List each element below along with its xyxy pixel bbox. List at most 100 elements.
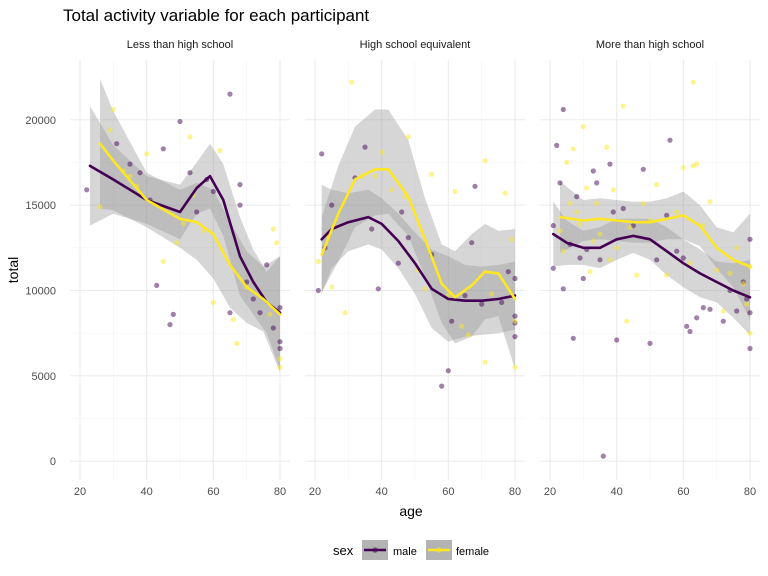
point-female: [624, 318, 630, 324]
point-female: [329, 284, 335, 290]
point-female: [560, 248, 566, 254]
point-male: [747, 345, 753, 352]
point-male: [462, 293, 468, 299]
confidence-band-male: [321, 184, 515, 342]
point-male: [597, 257, 603, 263]
point-female: [594, 200, 600, 206]
point-male: [560, 286, 566, 292]
x-tick-label: 80: [509, 486, 521, 498]
point-female: [744, 301, 750, 307]
point-female: [144, 151, 150, 157]
point-female: [720, 308, 726, 314]
point-male: [472, 183, 478, 189]
point-female: [590, 238, 596, 244]
point-female: [584, 185, 590, 191]
x-tick-label: 20: [74, 486, 86, 498]
point-female: [512, 318, 518, 324]
legend-key-male: [362, 540, 388, 560]
point-male: [607, 161, 613, 167]
point-male: [684, 323, 690, 329]
point-male: [574, 194, 580, 200]
point-female: [634, 272, 640, 278]
point-male: [667, 137, 673, 143]
point-male: [512, 334, 518, 340]
point-female: [482, 158, 488, 164]
point-male: [160, 146, 166, 152]
point-male: [640, 166, 646, 172]
point-female: [567, 200, 573, 206]
point-male: [154, 282, 160, 288]
point-male: [237, 202, 243, 208]
x-tick-label: 80: [744, 486, 756, 498]
point-female: [160, 258, 166, 265]
point-female: [349, 79, 355, 85]
point-male: [747, 310, 753, 316]
point-male: [580, 275, 586, 282]
point-male: [479, 301, 485, 307]
confidence-band-female: [560, 181, 750, 320]
point-female: [627, 224, 633, 230]
x-axis-title: age: [399, 503, 423, 519]
point-female: [607, 257, 613, 263]
point-male: [674, 248, 680, 254]
point-male: [505, 269, 511, 275]
point-male: [512, 275, 518, 282]
y-tick-label: 0: [50, 456, 56, 468]
point-male: [405, 235, 411, 241]
point-male: [664, 212, 670, 218]
point-male: [315, 287, 321, 294]
point-male: [319, 151, 325, 157]
confidence-band-male: [90, 106, 280, 369]
point-male: [590, 168, 596, 174]
y-tick-label: 20000: [25, 115, 56, 127]
point-female: [270, 226, 276, 232]
point-male: [550, 223, 556, 229]
point-male: [127, 161, 133, 167]
point-female: [664, 272, 670, 278]
point-female: [372, 173, 378, 179]
point-female: [597, 231, 603, 237]
smooth-line-male: [552, 232, 752, 299]
point-male: [210, 188, 216, 195]
point-female: [694, 161, 700, 167]
point-female: [277, 364, 283, 370]
point-male: [707, 306, 713, 312]
point-male: [734, 308, 740, 314]
legend-label-male: male: [393, 546, 417, 558]
point-female: [482, 359, 488, 365]
point-female: [687, 260, 693, 266]
point-female: [604, 144, 610, 150]
legend-title: sex: [333, 543, 354, 558]
y-axis-title: total: [5, 257, 21, 283]
point-female: [640, 200, 646, 206]
point-female: [610, 187, 616, 193]
point-female: [180, 221, 186, 227]
point-female: [714, 267, 720, 273]
point-female: [557, 228, 563, 234]
point-female: [727, 270, 733, 276]
point-male: [610, 209, 616, 215]
point-female: [389, 187, 395, 193]
point-female: [465, 332, 471, 338]
x-tick-label: 60: [207, 486, 219, 498]
x-tick-label: 40: [611, 486, 623, 498]
point-male: [614, 337, 620, 343]
point-female: [452, 188, 458, 195]
point-male: [594, 180, 600, 186]
point-female: [614, 245, 620, 251]
point-female: [379, 149, 385, 155]
point-female: [315, 258, 321, 265]
facet-strip-label: More than high school: [596, 39, 704, 51]
y-tick-labels: 0 5000 10000 15000 20000: [25, 115, 56, 468]
point-male: [84, 187, 90, 193]
legend-label-female: female: [456, 546, 489, 558]
point-male: [227, 91, 233, 97]
point-male: [237, 182, 243, 188]
point-male: [449, 318, 455, 324]
smooth-line-male: [320, 215, 517, 302]
point-female: [187, 134, 193, 140]
point-male: [439, 383, 445, 389]
point-female: [707, 199, 713, 205]
point-male: [270, 325, 276, 331]
